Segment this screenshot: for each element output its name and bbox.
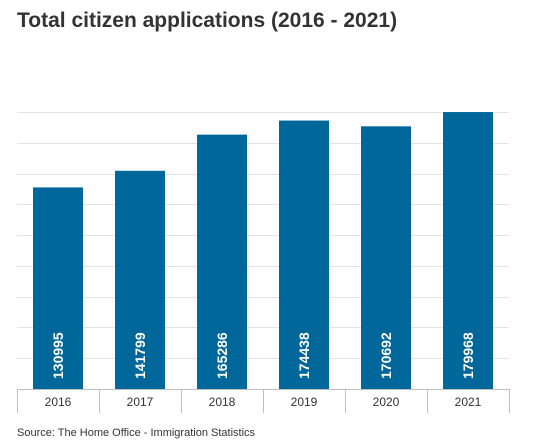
source-note: Source: The Home Office - Immigration St… [17, 427, 256, 439]
bar [197, 134, 247, 389]
x-tick-label: 2018 [209, 395, 236, 409]
x-tick-label: 2019 [291, 395, 318, 409]
bar-data-label: 141799 [132, 332, 148, 379]
bar-data-label: 165286 [214, 332, 230, 379]
bar-data-label: 174438 [296, 332, 312, 379]
bar-data-label: 179968 [460, 332, 476, 379]
bar [33, 187, 83, 389]
x-tick-label: 2021 [455, 395, 482, 409]
bar [115, 170, 165, 389]
chart-title: Total citizen applications (2016 - 2021) [17, 9, 398, 32]
x-tick-label: 2016 [45, 395, 72, 409]
bar [279, 120, 329, 390]
bar [361, 126, 411, 389]
bar [443, 112, 493, 389]
x-tick-label: 2020 [373, 395, 400, 409]
bar-data-label: 130995 [50, 332, 66, 379]
bar-data-label: 170692 [378, 332, 394, 379]
x-tick-label: 2017 [127, 395, 154, 409]
